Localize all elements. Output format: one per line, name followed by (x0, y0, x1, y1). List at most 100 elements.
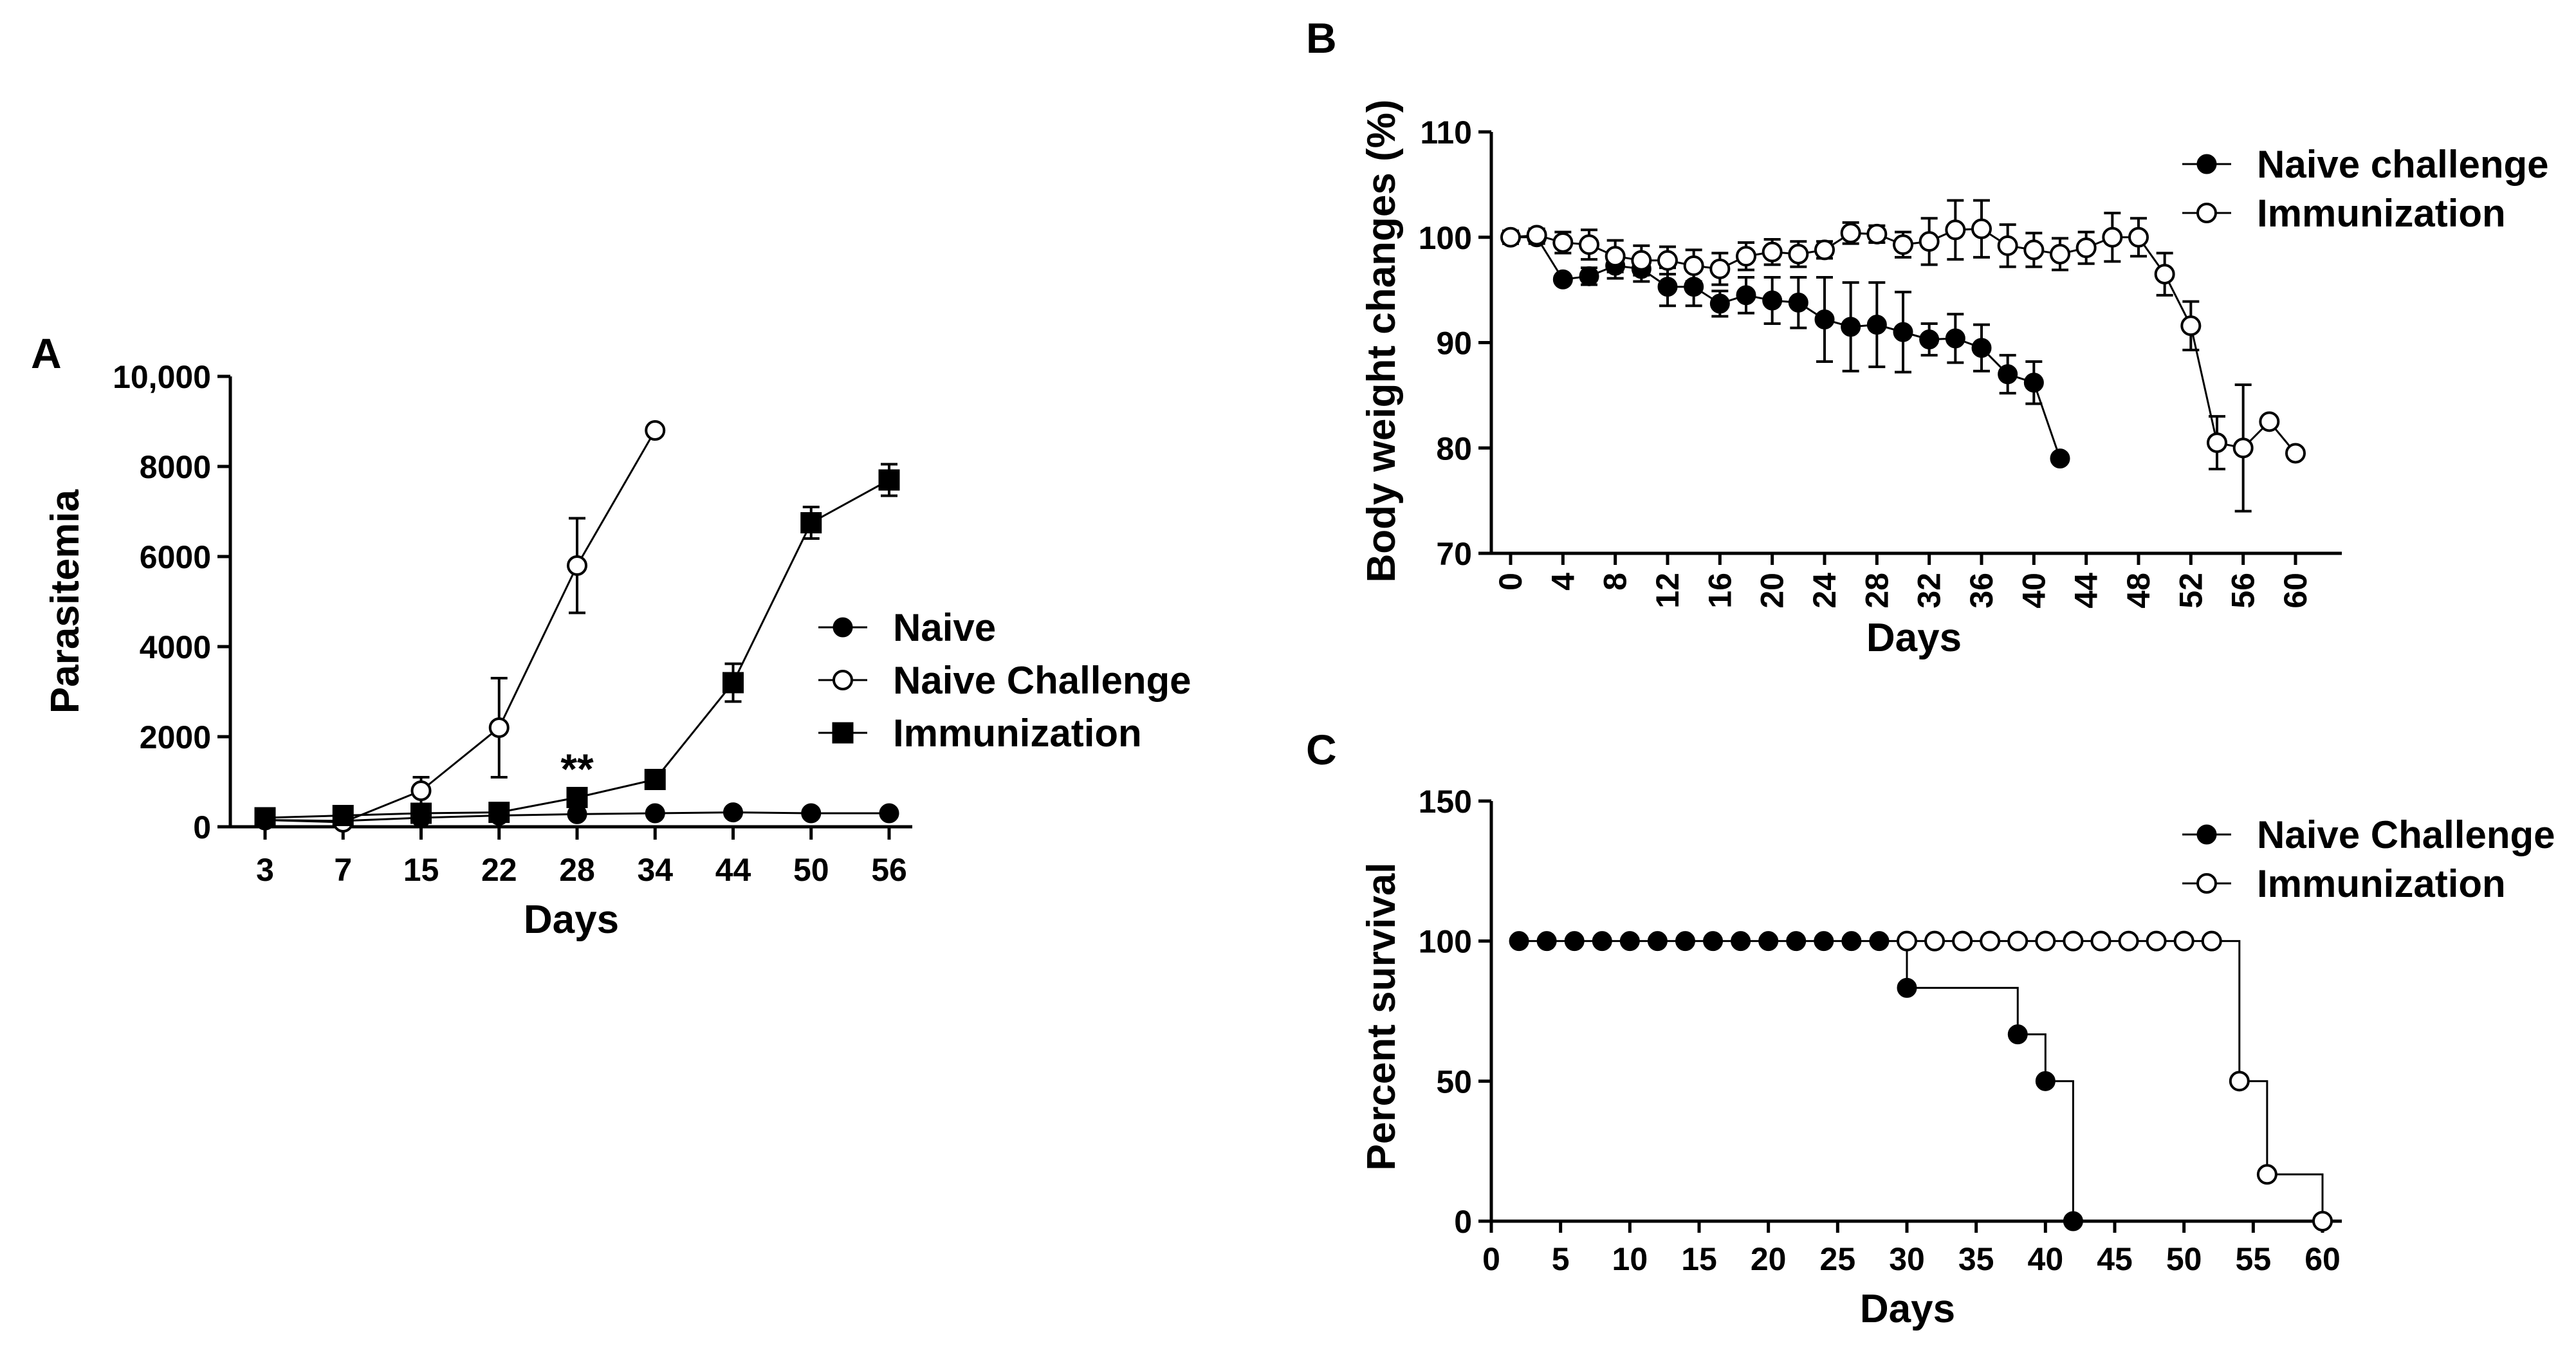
x-tick-label-b: 12 (1650, 573, 1686, 609)
data-point-naive-challenge (1998, 364, 2018, 385)
data-point-naive-challenge (488, 717, 510, 738)
data-point-naive (723, 802, 743, 823)
data-point-naive-challenge (1552, 269, 1573, 290)
data-point-immunization (2050, 243, 2070, 264)
data-point-naive-challenge (1762, 290, 1783, 311)
x-tick-label-a: 56 (871, 852, 907, 888)
legend-label-naive-challenge: Naive challenge (2257, 143, 2549, 186)
y-tick-label-a: 2000 (140, 719, 211, 755)
data-point-immunization (1526, 225, 1547, 246)
data-point-immunization (2232, 438, 2254, 459)
data-point-naive-challenge (2050, 448, 2070, 469)
panel-label-c: C (1306, 726, 1337, 773)
x-tick-label-c: 55 (2236, 1241, 2272, 1277)
x-tick-label-b: 16 (1702, 573, 1738, 609)
x-tick-label-b: 60 (2277, 573, 2314, 609)
legend-label-naive-challenge: Naive Challenge (2257, 813, 2555, 856)
data-point-naive-challenge (1579, 266, 1599, 286)
legend-marker-immunization (2196, 873, 2217, 894)
y-tick-label-a: 4000 (140, 629, 211, 665)
x-tick-label-b: 8 (1597, 573, 1633, 591)
y-tick-label-b: 90 (1436, 326, 1472, 362)
y-tick-label-b: 80 (1436, 430, 1472, 466)
data-point-immunization (2007, 930, 2029, 952)
y-tick-label-a: 8000 (140, 449, 211, 485)
data-point-naive-challenge (1971, 338, 1992, 358)
x-axis-label-a: Days (524, 898, 619, 942)
data-point-immunization (1683, 255, 1704, 276)
y-tick-label-c: 150 (1419, 784, 1472, 820)
data-point-immunization (878, 469, 900, 491)
series-line-naive-challenge (264, 430, 656, 824)
x-tick-label-a: 7 (334, 852, 352, 888)
data-point-naive-challenge (1869, 931, 1890, 952)
x-tick-label-c: 15 (1681, 1241, 1717, 1277)
data-point-naive-challenge (1814, 931, 1834, 952)
x-tick-label-c: 10 (1612, 1241, 1648, 1277)
data-point-immunization (2102, 226, 2123, 248)
y-tick-label-b: 110 (1420, 115, 1472, 151)
data-point-immunization (1918, 231, 1940, 252)
panel-label-a: A (31, 329, 62, 377)
x-tick-label-c: 60 (2305, 1241, 2341, 1277)
data-point-naive-challenge (1731, 931, 1751, 952)
data-point-immunization (2180, 315, 2202, 336)
data-point-naive (645, 803, 665, 824)
x-tick-label-b: 4 (1545, 573, 1581, 591)
data-point-immunization (1952, 930, 1973, 952)
data-point-immunization (2285, 443, 2306, 464)
data-point-naive-challenge (1945, 328, 1965, 349)
significance-annotation: ** (560, 745, 594, 793)
x-tick-label-b: 24 (1807, 573, 1843, 609)
data-point-immunization (1924, 930, 1946, 952)
data-point-naive (801, 803, 822, 824)
x-tick-label-c: 20 (1751, 1241, 1787, 1277)
legend-label-immunization: Immunization (2257, 862, 2506, 905)
data-point-naive-challenge (1919, 329, 1940, 350)
data-point-immunization (254, 807, 276, 829)
data-point-naive-challenge (1841, 931, 1862, 952)
x-tick-label-a: 50 (793, 852, 829, 888)
data-point-immunization (1579, 234, 1599, 255)
survival-step-naive-challenge (1519, 940, 2074, 1221)
data-point-immunization (1631, 250, 1652, 271)
data-point-immunization (2312, 1211, 2333, 1231)
x-tick-label-a: 15 (403, 852, 439, 888)
legend-marker-naive-challenge (2196, 824, 2217, 845)
x-tick-label-b: 28 (1859, 573, 1895, 609)
data-point-immunization (2118, 930, 2139, 952)
data-point-naive-challenge (1647, 931, 1668, 952)
data-point-immunization (488, 802, 510, 824)
data-point-immunization (800, 512, 822, 533)
y-axis-label-c: Percent survival (1359, 862, 1404, 1170)
panel-c-survival-chart: C 0 50 100 150 0 5 10 15 20 25 30 35 40 45 50 55 60 Days Pe… (1306, 726, 2555, 1331)
y-axis-label-a: Parasitemia (43, 489, 87, 714)
data-point-immunization (1840, 223, 1861, 244)
y-axis-label-b: Body weight changes (%) (1359, 100, 1404, 583)
data-point-naive-challenge (2007, 1024, 2028, 1045)
x-axis-label-b: Days (1866, 616, 1962, 660)
x-tick-label-c: 30 (1889, 1241, 1925, 1277)
legend-label-naive-challenge: Naive Challenge (893, 659, 1191, 702)
data-point-immunization (1945, 219, 1966, 241)
data-point-immunization (2173, 930, 2194, 952)
data-point-immunization (410, 802, 432, 824)
x-tick-label-b: 36 (1964, 573, 2000, 609)
data-point-naive-challenge (1788, 292, 1808, 313)
y-tick-label-a: 6000 (140, 539, 211, 575)
data-point-naive-challenge (1509, 931, 1529, 952)
data-point-naive-challenge (1814, 309, 1835, 329)
data-point-immunization (1866, 223, 1888, 244)
x-tick-label-a: 22 (481, 852, 517, 888)
x-tick-label-c: 45 (2097, 1241, 2133, 1277)
data-point-naive-challenge (1758, 931, 1779, 952)
x-tick-label-c: 35 (1958, 1241, 1994, 1277)
data-point-naive-challenge (1893, 322, 1913, 342)
data-point-immunization (1762, 241, 1783, 263)
data-point-immunization (2035, 930, 2056, 952)
x-tick-label-b: 56 (2225, 573, 2261, 609)
data-point-naive-challenge (645, 420, 666, 441)
panel-a-parasitemia-chart: A 0 2000 4000 6000 8000 10,000 3 7 15 22 28 34 44 50 56… (31, 329, 1191, 942)
